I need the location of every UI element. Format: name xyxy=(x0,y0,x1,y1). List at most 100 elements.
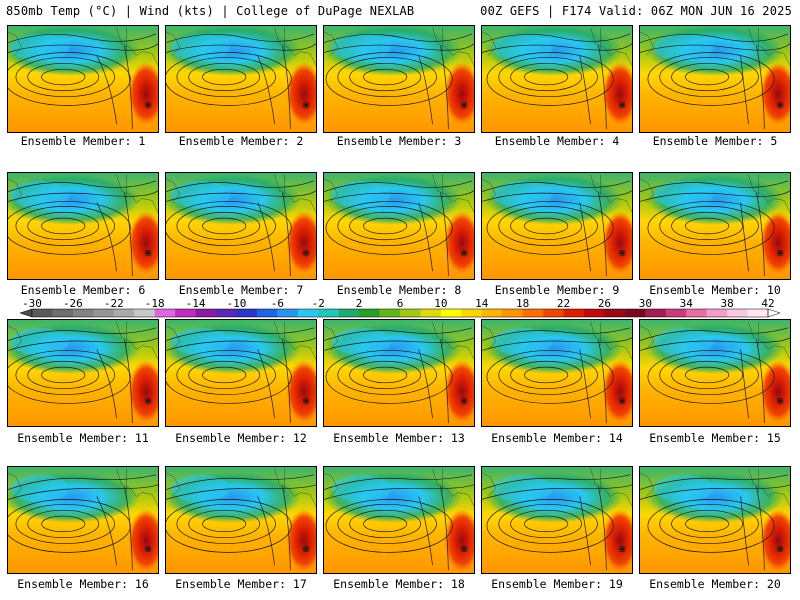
ensemble-member-label: Ensemble Member: 14 xyxy=(491,431,623,445)
colorbar-tick-label: -22 xyxy=(104,297,124,310)
colorbar-tick-label: -14 xyxy=(186,297,206,310)
ensemble-member-label: Ensemble Member: 6 xyxy=(20,283,146,297)
ensemble-member-label: Ensemble Member: 19 xyxy=(491,577,623,591)
colorbar-segment xyxy=(52,309,74,317)
colorbar-segment xyxy=(379,309,401,317)
colorbar-segment xyxy=(93,309,115,317)
ensemble-member-label: Ensemble Member: 13 xyxy=(333,431,465,445)
temperature-map xyxy=(639,466,791,574)
colorbar-segment xyxy=(645,309,667,317)
colorbar-left-arrow xyxy=(19,308,33,318)
colorbar-segment xyxy=(604,309,626,317)
ensemble-member-label: Ensemble Member: 10 xyxy=(649,283,781,297)
ensemble-member-label: Ensemble Member: 12 xyxy=(175,431,307,445)
colorbar-tick-label: 26 xyxy=(598,297,611,310)
colorbar-segment xyxy=(502,309,523,317)
colorbar-segment xyxy=(175,309,196,317)
ensemble-member-panel xyxy=(165,319,317,427)
colorbar-segment xyxy=(440,309,462,317)
ensemble-member-label: Ensemble Member: 15 xyxy=(649,431,781,445)
colorbar-segment xyxy=(747,309,769,317)
colorbar-right-arrow xyxy=(767,308,781,318)
colorbar-segment xyxy=(481,309,503,317)
colorbar-segment xyxy=(461,309,483,317)
colorbar-segment xyxy=(216,309,237,317)
colorbar-segment xyxy=(665,309,687,317)
colorbar-segment xyxy=(706,309,728,317)
colorbar-tick-label: 2 xyxy=(356,297,363,310)
temperature-map xyxy=(639,25,791,133)
ensemble-member-panel xyxy=(7,466,159,574)
ensemble-member-label: Ensemble Member: 7 xyxy=(178,283,304,297)
colorbar-segment xyxy=(584,309,605,317)
colorbar-segment xyxy=(32,309,53,317)
temperature-map xyxy=(7,172,159,280)
colorbar-tick-label: 34 xyxy=(680,297,694,310)
temperature-map xyxy=(481,319,633,427)
ensemble-member-label: Ensemble Member: 11 xyxy=(17,431,149,445)
temperature-map xyxy=(481,466,633,574)
ensemble-member-label: Ensemble Member: 8 xyxy=(336,283,462,297)
ensemble-member-label: Ensemble Member: 17 xyxy=(175,577,307,591)
ensemble-member-label: Ensemble Member: 1 xyxy=(20,134,146,148)
colorbar-segment xyxy=(236,309,258,317)
ensemble-member-panel xyxy=(7,172,159,280)
temperature-map xyxy=(481,25,633,133)
chart-title: 850mb Temp (°C) | Wind (kts) | College o… xyxy=(6,4,415,18)
colorbar-segment xyxy=(686,309,707,317)
ensemble-member-panel xyxy=(7,319,159,427)
ensemble-member-panel xyxy=(165,25,317,133)
colorbar-tick-label: -2 xyxy=(312,297,325,310)
temperature-map xyxy=(7,25,159,133)
colorbar-tick-label: 10 xyxy=(434,297,447,310)
temperature-map xyxy=(7,319,159,427)
colorbar-tick-label: 30 xyxy=(639,297,652,310)
colorbar-tick-label: -6 xyxy=(271,297,284,310)
colorbar-segment xyxy=(297,309,319,317)
colorbar-segment xyxy=(624,309,646,317)
temperature-map xyxy=(323,466,475,574)
colorbar-segment xyxy=(543,309,564,317)
temperature-map xyxy=(323,25,475,133)
colorbar-segment xyxy=(72,309,94,317)
ensemble-member-panel xyxy=(639,319,791,427)
colorbar-segment xyxy=(420,309,442,317)
colorbar-segment xyxy=(134,309,155,317)
ensemble-member-panel xyxy=(323,466,475,574)
temperature-map xyxy=(639,172,791,280)
temperature-map xyxy=(323,319,475,427)
colorbar-segment xyxy=(195,309,217,317)
colorbar-segment xyxy=(727,309,748,317)
colorbar-tick-label: -18 xyxy=(145,297,165,310)
colorbar-segment xyxy=(400,309,421,317)
ensemble-member-panel xyxy=(481,25,633,133)
colorbar-tick-label: 14 xyxy=(475,297,489,310)
ensemble-member-label: Ensemble Member: 3 xyxy=(336,134,462,148)
ensemble-member-panel xyxy=(165,466,317,574)
temperature-map xyxy=(7,466,159,574)
colorbar-segment xyxy=(256,309,278,317)
colorbar-segment xyxy=(277,309,299,317)
ensemble-member-panel xyxy=(481,172,633,280)
ensemble-member-panel xyxy=(639,25,791,133)
ensemble-member-label: Ensemble Member: 18 xyxy=(333,577,465,591)
colorbar-segment xyxy=(113,309,135,317)
colorbar-segment xyxy=(154,309,176,317)
colorbar-tick-label: -26 xyxy=(63,297,83,310)
ensemble-member-panel xyxy=(639,172,791,280)
ensemble-member-label: Ensemble Member: 5 xyxy=(652,134,778,148)
ensemble-member-panel xyxy=(323,319,475,427)
colorbar-tick-label: 38 xyxy=(720,297,733,310)
colorbar-segment xyxy=(318,309,339,317)
colorbar-segment xyxy=(563,309,585,317)
colorbar-tick-label: 22 xyxy=(557,297,570,310)
colorbar-segment xyxy=(359,309,380,317)
ensemble-member-panel xyxy=(165,172,317,280)
temperature-map xyxy=(165,466,317,574)
ensemble-member-label: Ensemble Member: 2 xyxy=(178,134,304,148)
temperature-colorbar: -30 -26 -22 -18 -14 -10 -6 -2 2 6 10 14 18 22 26 30 34 38… xyxy=(19,297,781,318)
ensemble-member-panel xyxy=(481,466,633,574)
colorbar-tick-label: 18 xyxy=(516,297,529,310)
temperature-map xyxy=(165,172,317,280)
colorbar-segment xyxy=(338,309,360,317)
